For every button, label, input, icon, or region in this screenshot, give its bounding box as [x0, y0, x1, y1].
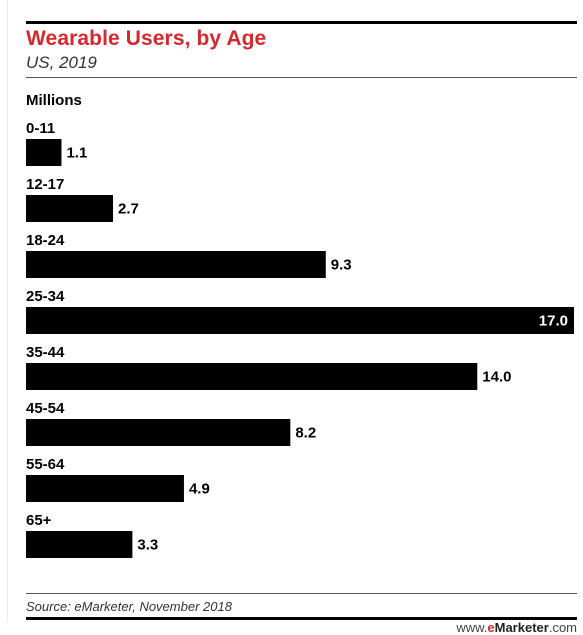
category-label: 55-64 [26, 456, 65, 473]
bar [26, 363, 478, 390]
category-label: 18-24 [26, 232, 65, 249]
source-note: Source: eMarketer, November 2018 [26, 599, 232, 614]
category-label: 65+ [26, 512, 52, 529]
top-rule [26, 21, 577, 24]
value-label: 14.0 [482, 369, 511, 386]
unit-label: Millions [26, 92, 82, 109]
chart-title: Wearable Users, by Age [26, 27, 267, 50]
left-border [7, 0, 8, 622]
brand-suffix: .com [548, 620, 577, 635]
category-label: 12-17 [26, 176, 64, 193]
bar [26, 195, 114, 222]
brand-prefix: www. [456, 620, 488, 635]
value-label: 9.3 [331, 257, 352, 274]
category-label: 45-54 [26, 400, 65, 417]
chart-subtitle: US, 2019 [26, 53, 97, 72]
category-label: 0-11 [26, 120, 55, 137]
bar [26, 251, 326, 278]
bar [26, 419, 291, 446]
value-label: 4.9 [189, 481, 210, 498]
value-label: 8.2 [295, 425, 316, 442]
value-label: 1.1 [66, 145, 87, 162]
bar [26, 139, 62, 166]
source-rule [26, 593, 577, 594]
bar [26, 307, 574, 334]
brand-name: Marketer [494, 620, 549, 635]
value-label: 3.3 [137, 537, 158, 554]
value-label: 2.7 [118, 201, 139, 218]
brand-url: www.eMarketer.com [456, 620, 577, 635]
category-label: 35-44 [26, 344, 65, 361]
category-label: 25-34 [26, 288, 65, 305]
bar [26, 531, 133, 558]
subtitle-rule [26, 77, 577, 78]
brand-e: e [487, 620, 495, 635]
bottom-rule [26, 617, 577, 620]
value-label: 17.0 [539, 313, 568, 330]
bar [26, 475, 184, 502]
